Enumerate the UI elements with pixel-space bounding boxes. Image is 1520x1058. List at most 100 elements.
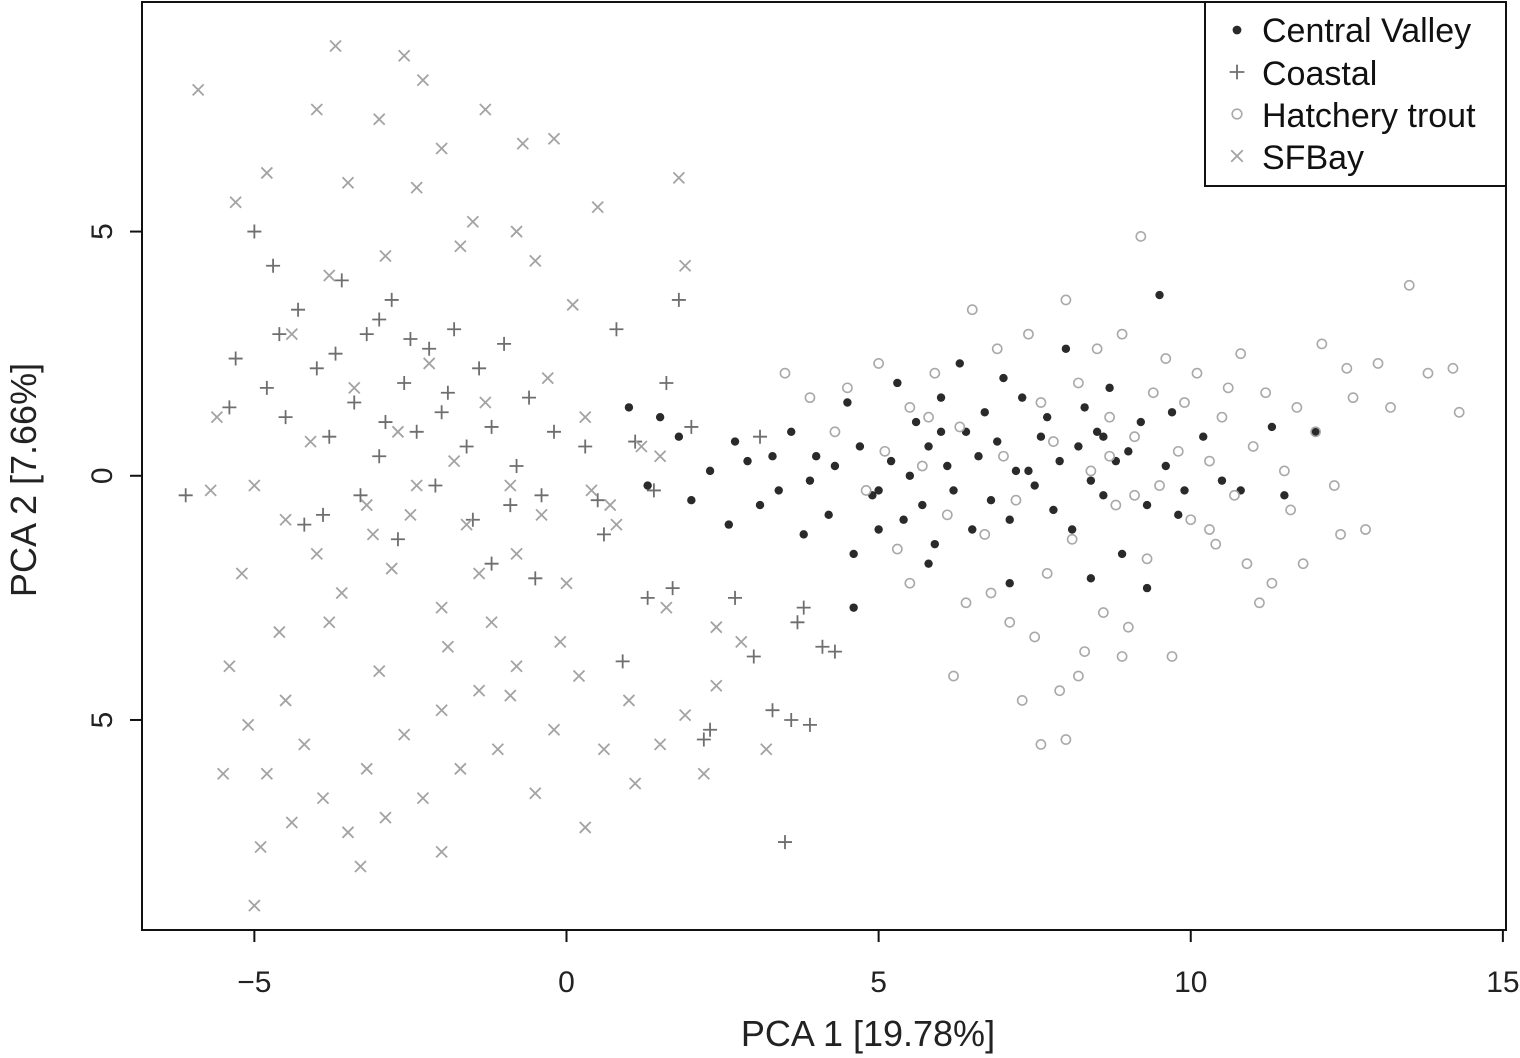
point-sfbay	[323, 269, 336, 282]
point-central-valley	[924, 442, 933, 451]
point-central-valley	[655, 412, 665, 422]
y-tick-label: 5	[86, 712, 119, 729]
point-hatchery-trout	[1060, 734, 1072, 745]
point-hatchery-trout	[1016, 695, 1028, 706]
point-hatchery-trout	[1297, 558, 1309, 570]
point-sfbay	[329, 39, 342, 53]
point-coastal	[390, 532, 405, 547]
point-central-valley	[1086, 574, 1096, 583]
point-hatchery-trout	[1385, 401, 1396, 413]
point-hatchery-trout	[1110, 499, 1122, 511]
point-coastal	[646, 483, 661, 498]
point-sfbay	[604, 498, 617, 512]
point-sfbay	[435, 704, 448, 717]
point-hatchery-trout	[1129, 431, 1140, 443]
point-coastal	[334, 273, 349, 288]
legend-marker-coastal	[1229, 64, 1245, 80]
point-coastal	[671, 292, 686, 307]
point-hatchery-trout	[1204, 524, 1215, 535]
point-sfbay	[678, 708, 692, 722]
point-sfbay	[260, 166, 273, 180]
point-coastal	[665, 581, 680, 596]
point-central-valley	[811, 452, 821, 461]
point-sfbay	[335, 586, 348, 600]
point-coastal	[696, 732, 711, 747]
legend: Central Valley Coastal Hatchery trout SF…	[1204, 1, 1507, 187]
point-coastal	[347, 395, 362, 410]
point-coastal	[815, 639, 830, 654]
point-coastal	[178, 488, 193, 503]
point-central-valley	[1055, 456, 1064, 466]
point-sfbay	[697, 767, 710, 780]
point-coastal	[728, 590, 743, 605]
point-sfbay	[298, 738, 311, 751]
point-central-valley	[1005, 515, 1014, 524]
point-hatchery-trout	[1029, 631, 1041, 643]
point-coastal	[609, 322, 624, 337]
point-sfbay	[398, 728, 411, 741]
point-central-valley	[824, 510, 833, 520]
point-sfbay	[472, 684, 486, 697]
point-coastal	[459, 439, 474, 454]
point-central-valley	[943, 461, 952, 471]
point-central-valley	[1217, 476, 1227, 485]
point-hatchery-trout	[966, 304, 978, 316]
point-sfbay	[341, 176, 355, 189]
point-central-valley	[1011, 466, 1021, 476]
point-sfbay	[710, 679, 723, 692]
point-central-valley	[949, 486, 958, 495]
point-central-valley	[705, 466, 715, 476]
point-hatchery-trout	[941, 509, 953, 521]
point-hatchery-trout	[1360, 524, 1371, 535]
point-central-valley	[1049, 505, 1058, 515]
point-sfbay	[566, 298, 579, 311]
point-sfbay	[435, 845, 448, 858]
point-central-valley	[886, 456, 896, 466]
point-central-valley	[830, 461, 840, 471]
point-central-valley	[805, 476, 815, 485]
point-central-valley	[955, 359, 964, 368]
point-coastal	[784, 712, 799, 727]
point-sfbay	[529, 254, 542, 267]
point-sfbay	[485, 616, 498, 629]
point-hatchery-trout	[1241, 558, 1253, 570]
point-hatchery-trout	[1422, 367, 1434, 379]
point-hatchery-trout	[1072, 670, 1084, 682]
series-central-valley	[624, 290, 1320, 612]
point-central-valley	[755, 500, 765, 510]
point-sfbay	[472, 567, 486, 580]
point-hatchery-trout	[1023, 328, 1034, 340]
x-axis: −5 0 5 10 15	[237, 930, 1520, 999]
point-sfbay	[398, 49, 411, 62]
point-sfbay	[535, 508, 548, 521]
y-tick-label: 0	[86, 467, 119, 484]
point-sfbay	[310, 103, 323, 116]
point-central-valley	[849, 603, 858, 612]
point-coastal	[802, 717, 817, 732]
point-hatchery-trout	[1035, 397, 1047, 408]
point-sfbay	[460, 518, 473, 531]
point-hatchery-trout	[1216, 411, 1228, 423]
point-hatchery-trout	[979, 528, 991, 540]
point-hatchery-trout	[1160, 353, 1172, 364]
point-hatchery-trout	[1122, 621, 1134, 633]
point-sfbay	[510, 660, 523, 673]
point-hatchery-trout	[985, 587, 997, 599]
point-sfbay	[235, 567, 249, 580]
point-hatchery-trout	[1048, 436, 1059, 447]
point-sfbay	[366, 528, 380, 541]
point-hatchery-trout	[1335, 528, 1346, 540]
point-central-valley	[774, 486, 783, 495]
point-central-valley	[893, 378, 902, 388]
point-hatchery-trout	[860, 485, 872, 496]
point-coastal	[272, 327, 287, 342]
point-hatchery-trout	[1066, 533, 1078, 545]
point-coastal	[659, 375, 674, 390]
point-sfbay	[416, 791, 430, 805]
point-sfbay	[629, 777, 642, 790]
point-hatchery-trout	[1079, 646, 1091, 657]
point-sfbay	[572, 669, 586, 683]
point-sfbay	[316, 791, 330, 805]
point-coastal	[472, 361, 487, 376]
point-hatchery-trout	[960, 597, 972, 609]
